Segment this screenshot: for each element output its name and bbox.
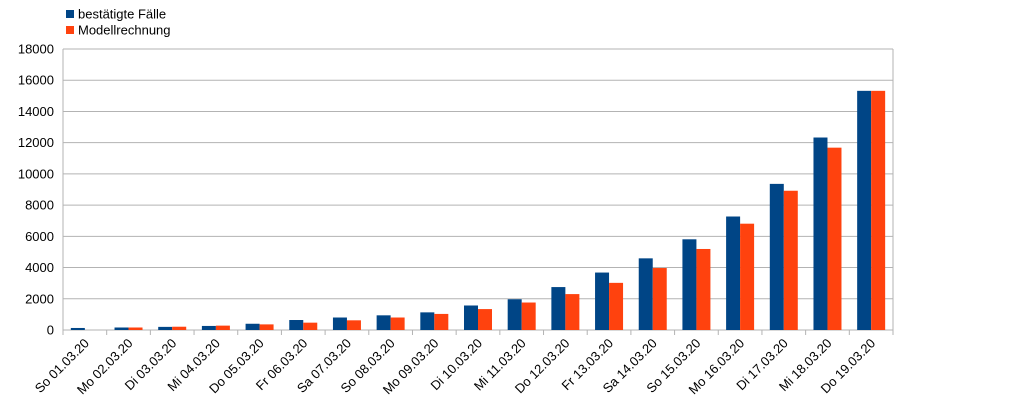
bar-modellrechnung [215,325,230,330]
bars [70,90,886,331]
y-tick-label: 2000 [25,291,54,306]
y-tick-label: 8000 [25,198,54,213]
bar-bestaetigte-faelle [114,327,129,330]
bar-bestaetigte-faelle [245,323,260,330]
legend-label: bestätigte Fälle [78,7,166,22]
y-tick-label: 10000 [18,166,54,181]
bar-bestaetigte-faelle [857,90,872,331]
bar-bestaetigte-faelle [420,312,435,330]
bar-modellrechnung [128,327,143,330]
bar-bestaetigte-faelle [551,287,566,330]
bar-modellrechnung [434,313,449,330]
bar-modellrechnung [172,326,187,330]
bar-bestaetigte-faelle [158,326,173,330]
bar-modellrechnung [521,302,536,330]
bar-bestaetigte-faelle [507,299,522,330]
bar-bestaetigte-faelle [595,272,610,330]
y-axis: 0 2000 4000 6000 8000 10000 12000 14000 16000 180… [18,42,54,338]
legend-swatch [66,10,74,18]
bar-modellrechnung [346,320,361,330]
bar-bestaetigte-faelle [376,315,391,330]
bar-modellrechnung [259,324,274,330]
y-tick-label: 14000 [18,104,54,119]
bar-modellrechnung [783,190,798,330]
y-tick-label: 6000 [25,229,54,244]
bar-modellrechnung [565,294,580,330]
bar-bestaetigte-faelle [464,305,478,330]
y-tick-label: 18000 [18,42,54,57]
y-tick-label: 4000 [25,260,54,275]
bar-modellrechnung [652,268,667,330]
bar-bestaetigte-faelle [813,137,828,330]
legend-label: Modellrechnung [78,23,171,38]
bar-bestaetigte-faelle [332,317,347,330]
bar-bestaetigte-faelle [638,258,653,330]
bar-bestaetigte-faelle [682,239,697,330]
grid-lines [62,48,894,331]
legend-swatch [66,26,74,34]
bar-modellrechnung [390,317,405,330]
bar-modellrechnung [740,223,755,330]
bar-modellrechnung [478,309,492,330]
bar-modellrechnung [871,90,886,331]
bar-modellrechnung [609,282,624,330]
y-tick-label: 16000 [18,73,54,88]
bar-modellrechnung [696,248,711,330]
bar-modellrechnung [303,322,318,330]
bar-bestaetigte-faelle [769,183,784,330]
bar-bestaetigte-faelle [70,327,85,330]
bar-modellrechnung [827,147,842,330]
y-tick-label: 12000 [18,135,54,150]
bar-bestaetigte-faelle [726,216,741,330]
bar-bestaetigte-faelle [289,320,304,330]
bar-bestaetigte-faelle [201,325,216,330]
y-tick-label: 0 [47,323,54,338]
